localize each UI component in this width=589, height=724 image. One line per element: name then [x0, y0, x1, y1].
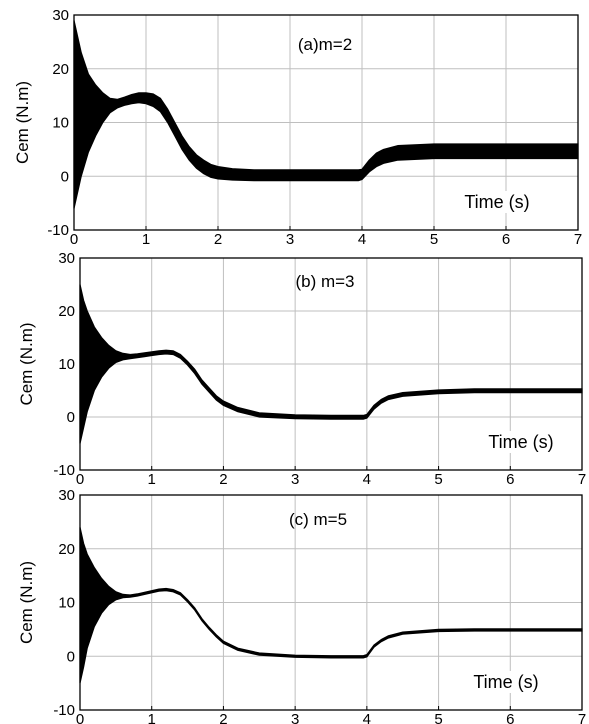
y-tick-label: 30 — [52, 7, 69, 24]
y-tick-label: 0 — [67, 648, 75, 665]
y-tick-label: 10 — [58, 595, 75, 612]
x-tick-label: 1 — [142, 231, 150, 248]
torque-signal — [79, 527, 583, 684]
x-tick-label: 2 — [219, 471, 227, 488]
x-tick-label: 7 — [578, 711, 586, 724]
x-tick-label: 3 — [286, 231, 294, 248]
x-tick-label: 1 — [148, 471, 156, 488]
x-axis-label: Time (s) — [473, 672, 538, 692]
panel-annotation: (b) m=3 — [295, 272, 354, 291]
x-tick-label: 5 — [434, 711, 442, 724]
x-tick-label: 2 — [214, 231, 222, 248]
x-tick-label: 6 — [506, 471, 514, 488]
y-tick-label: 10 — [52, 115, 69, 132]
x-axis-label: Time (s) — [488, 432, 553, 452]
y-axis-label: Cem (N.m) — [13, 81, 32, 164]
x-tick-label: 6 — [506, 711, 514, 724]
x-tick-label: 5 — [434, 471, 442, 488]
panel-annotation: (a)m=2 — [298, 35, 352, 54]
x-tick-label: 7 — [578, 471, 586, 488]
x-tick-label: 7 — [574, 231, 582, 248]
y-axis-label: Cem (N.m) — [17, 322, 36, 405]
y-tick-label: -10 — [47, 222, 69, 239]
x-axis-label-background — [465, 431, 577, 453]
x-tick-label: 1 — [148, 711, 156, 724]
y-tick-label: 0 — [67, 409, 75, 426]
x-tick-label: 5 — [430, 231, 438, 248]
x-tick-label: 4 — [363, 471, 371, 488]
y-tick-label: 30 — [58, 250, 75, 267]
y-tick-label: 30 — [58, 487, 75, 504]
x-axis-label-background — [441, 191, 553, 213]
y-axis-label: Cem (N.m) — [17, 561, 36, 644]
x-tick-label: 0 — [70, 231, 78, 248]
x-tick-label: 4 — [363, 711, 371, 724]
x-axis-label: Time (s) — [464, 192, 529, 212]
x-tick-label: 4 — [358, 231, 366, 248]
x-tick-label: 6 — [502, 231, 510, 248]
y-tick-label: 0 — [61, 168, 69, 185]
y-tick-label: 20 — [58, 541, 75, 558]
x-tick-label: 3 — [291, 471, 299, 488]
x-tick-label: 0 — [76, 711, 84, 724]
x-axis-label-background — [450, 671, 562, 693]
x-tick-label: 2 — [219, 711, 227, 724]
y-tick-label: -10 — [53, 462, 75, 479]
y-tick-label: -10 — [53, 702, 75, 719]
x-tick-label: 3 — [291, 711, 299, 724]
y-tick-label: 20 — [58, 303, 75, 320]
y-tick-label: 10 — [58, 356, 75, 373]
x-tick-label: 0 — [76, 471, 84, 488]
panel-annotation: (c) m=5 — [289, 510, 347, 529]
y-tick-label: 20 — [52, 61, 69, 78]
